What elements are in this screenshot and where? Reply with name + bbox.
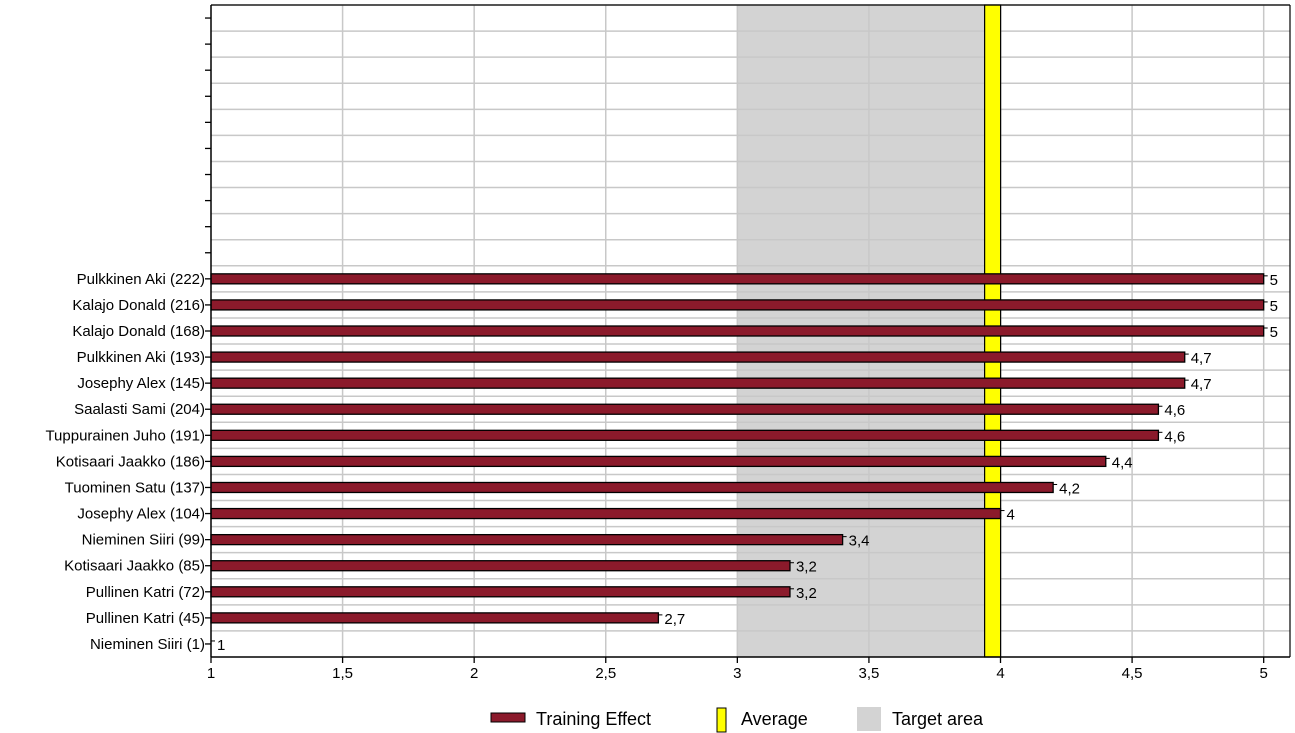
legend-swatch-training-effect [490,712,526,723]
bar-value-label: 3,4 [849,533,870,550]
x-tick-label: 3 [733,665,741,682]
bar-training-effect [210,586,791,598]
y-category-label: Saalasti Sami (204) [74,401,205,418]
x-tick-label: 3,5 [858,665,879,682]
bar-value-label: 3,2 [796,585,817,602]
legend-item-training-effect[interactable]: Training Effect [490,709,651,729]
y-category-label: Kalajo Donald (216) [72,297,205,314]
bar-value-label: 4,4 [1112,454,1133,471]
y-category-label: Pullinen Katri (45) [86,610,205,627]
bar-training-effect [210,533,844,546]
legend-item-average[interactable]: Average [716,707,808,733]
bar-training-effect [210,377,1186,389]
x-tick-label: 2 [470,665,478,682]
axes [205,4,1291,663]
y-category-label: Pulkkinen Aki (222) [77,271,205,288]
x-tick-label: 4 [996,665,1004,682]
x-tick-label: 1,5 [332,665,353,682]
bar-value-label: 5 [1270,272,1278,289]
bar-training-effect [210,299,1265,311]
x-tick-label: 2,5 [595,665,616,682]
bar-training-effect [210,325,1265,337]
legend-swatch-target-area [857,707,881,731]
y-category-label: Kotisaari Jaakko (186) [56,453,205,470]
bar-value-label: 4,7 [1191,350,1212,367]
y-category-label: Nieminen Siiri (99) [82,532,205,549]
y-category-label: Pulkkinen Aki (193) [77,349,205,366]
bar-value-label: 4,6 [1164,428,1185,445]
bar-training-effect [210,481,1054,494]
bar-value-label: 4,7 [1191,376,1212,393]
y-category-label: Josephy Alex (104) [77,506,205,523]
y-category-label: Kalajo Donald (168) [72,323,205,340]
bar-training-effect [210,612,660,624]
bar-value-label: 2,7 [664,611,685,628]
bar-value-label: 5 [1270,324,1278,341]
bar-value-label: 4,6 [1164,402,1185,419]
bar-training-effect [210,351,1186,363]
legend-swatch-average [716,707,727,733]
x-tick-label: 5 [1260,665,1268,682]
bar-value-label: 5 [1270,298,1278,315]
y-category-label: Tuppurainen Juho (191) [45,427,205,444]
x-tick-label: 1 [207,665,215,682]
bar-training-effect [210,273,1265,285]
bar-value-label: 4 [1007,507,1015,524]
legend-label-training-effect: Training Effect [536,709,651,729]
bar-training-effect [210,403,1160,415]
y-category-label: Nieminen Siiri (1) [90,636,205,653]
bar-value-label: 3,2 [796,559,817,576]
bar-training-effect [210,429,1160,441]
bar-value-label: 4,2 [1059,480,1080,497]
y-category-label: Tuominen Satu (137) [65,479,205,496]
legend: Training Effect Average Target area [490,707,984,733]
bar-training-effect [210,560,791,572]
legend-label-average: Average [741,709,808,729]
y-category-label: Pullinen Katri (72) [86,584,205,601]
legend-item-target-area[interactable]: Target area [857,707,984,731]
bar-training-effect [210,507,1002,520]
bar-value-label: 1 [217,637,225,654]
y-category-label: Josephy Alex (145) [77,375,205,392]
y-category-label: Kotisaari Jaakko (85) [64,558,205,575]
x-tick-label: 4,5 [1122,665,1143,682]
legend-label-target-area: Target area [892,709,984,729]
labels: 5 5 5 4,7 4,7 4,6 4,6 4,4 4,2 4 3,4 3,2 3,2 2,7 1 Pulkk… [45,271,1278,682]
bars [210,273,1268,642]
bar-training-effect [210,455,1107,468]
